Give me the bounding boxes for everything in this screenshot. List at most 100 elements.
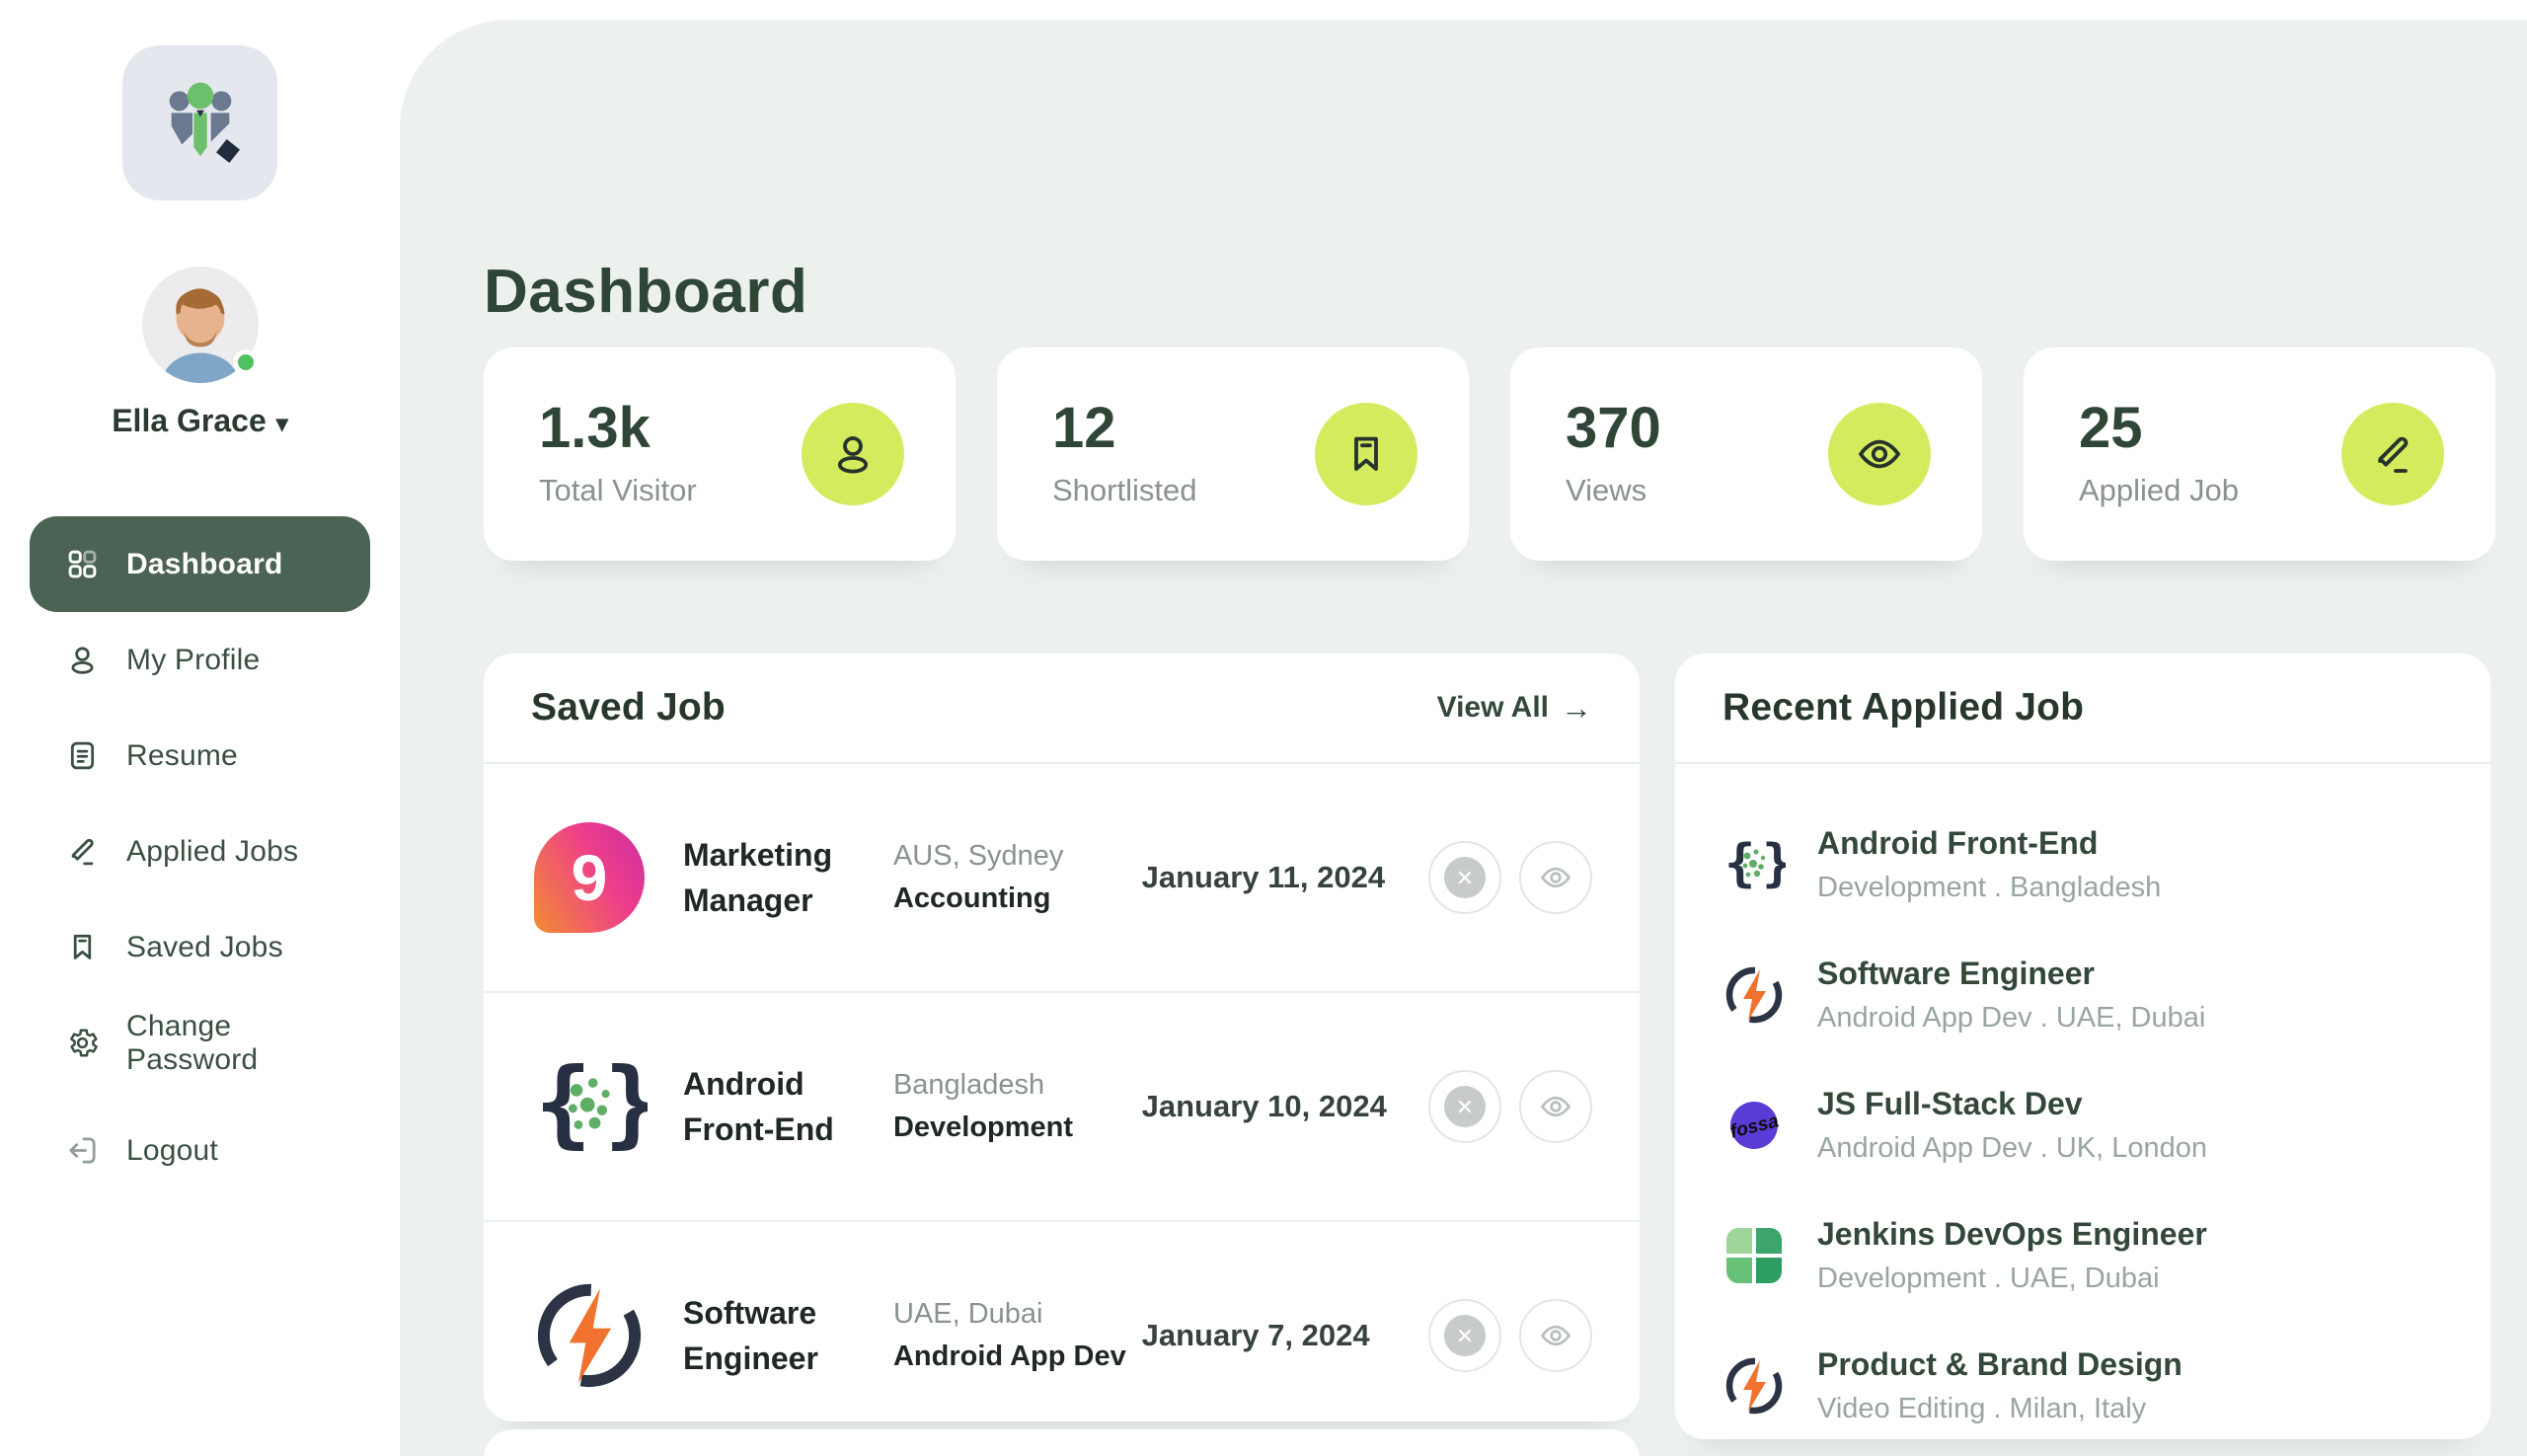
user-menu[interactable]: Ella Grace ▾ (0, 403, 400, 439)
close-icon (1444, 857, 1487, 898)
stat-icon-badge (2341, 403, 2444, 505)
job-location-category: Bangladesh Development (893, 1064, 1142, 1150)
view-job-button[interactable] (1519, 1299, 1593, 1372)
stat-card-shortlisted: 12 Shortlisted (997, 347, 1469, 561)
job-meta: Development . UAE, Dubai (1817, 1263, 2160, 1294)
job-title: Product & Brand Design (1817, 1346, 2182, 1382)
recent-applied-item[interactable]: Android Front-End Development . Banglade… (1723, 800, 2443, 930)
saved-job-row[interactable]: Android Front-End Bangladesh Development… (484, 993, 1640, 1222)
stat-label: Applied Job (2079, 473, 2240, 507)
stat-label: Total Visitor (539, 473, 697, 507)
company-logo: 9 (531, 819, 648, 936)
remove-saved-job-button[interactable] (1428, 841, 1502, 914)
stat-value: 1.3k (539, 396, 651, 460)
close-icon (1444, 1315, 1487, 1356)
eye-icon (1541, 1096, 1570, 1117)
job-location: UAE, Dubai (892, 1297, 1043, 1330)
job-location-category: UAE, Dubai Android App Dev (893, 1293, 1142, 1379)
sidebar-item-label: Logout (126, 1133, 218, 1167)
sidebar-item-label: Saved Jobs (126, 930, 283, 963)
main-panel: Dashboard 1.3k Total Visitor 12 Shortlis… (400, 20, 2527, 1456)
user-icon (837, 436, 869, 474)
view-all-label: View All (1436, 691, 1549, 724)
saved-job-row[interactable]: 9 Marketing Manager AUS, Sydney Accounti… (484, 764, 1640, 993)
job-location: Bangladesh (892, 1068, 1045, 1101)
stat-label: Views (1566, 473, 1647, 507)
company-logo (531, 1048, 648, 1165)
row-actions (1428, 841, 1593, 914)
recent-applied-header: Recent Applied Job (1675, 653, 2490, 764)
job-title: Marketing Manager (683, 836, 833, 918)
stats-row: 1.3k Total Visitor 12 Shortlisted 370 Vi… (484, 347, 2495, 561)
job-date: January 10, 2024 (1141, 1089, 1387, 1123)
stat-value: 370 (1566, 396, 1661, 460)
sidebar-item-dashboard[interactable]: Dashboard (30, 516, 370, 612)
job-date: January 11, 2024 (1141, 860, 1386, 894)
job-title: Android Front-End (1817, 825, 2099, 861)
job-title: Software Engineer (1817, 956, 2095, 991)
job-location-category: AUS, Sydney Accounting (893, 835, 1142, 921)
stat-value: 12 (1052, 396, 1116, 460)
user-avatar[interactable] (142, 267, 259, 383)
recent-applied-card: Recent Applied Job Android Front-End Dev… (1675, 653, 2490, 1439)
eye-icon (1541, 867, 1570, 888)
job-meta: Development . Bangladesh (1817, 872, 2162, 903)
code-braces-logo (534, 1048, 648, 1159)
job-date: January 7, 2024 (1141, 1318, 1370, 1352)
sidebar-item-label: Dashboard (126, 547, 283, 580)
bolt-circle-logo (531, 1277, 648, 1394)
saved-job-next-card-sliver (484, 1429, 1640, 1456)
sidebar-item-saved-jobs[interactable]: Saved Jobs (30, 899, 370, 995)
arrow-right-icon: → (1561, 689, 1592, 726)
people-tie-logo-icon (169, 82, 240, 163)
recent-applied-item[interactable]: Software Engineer Android App Dev . UAE,… (1723, 930, 2443, 1060)
sidebar-item-label: Resume (126, 738, 238, 772)
saved-job-header: Saved Job View All → (484, 653, 1640, 764)
sidebar-item-logout[interactable]: Logout (30, 1103, 370, 1198)
job-category: Android App Dev (892, 1341, 1126, 1372)
sidebar-nav: Dashboard My Profile Resume Applied Jobs… (30, 516, 370, 1198)
view-job-button[interactable] (1519, 841, 1593, 914)
chevron-down-icon: ▾ (275, 411, 288, 437)
recent-applied-item[interactable]: JS Full-Stack Dev Android App Dev . UK, … (1723, 1060, 2443, 1190)
fossa-logo (1723, 1094, 1786, 1157)
sidebar-item-resume[interactable]: Resume (30, 708, 370, 804)
stat-icon-badge (802, 403, 904, 505)
saved-job-card: Saved Job View All → 9 Marketing Manager… (484, 653, 1640, 1421)
stat-value: 25 (2079, 396, 2143, 460)
bolt-circle-logo (1723, 963, 1786, 1027)
recent-applied-item[interactable]: Jenkins DevOps Engineer Development . UA… (1723, 1190, 2443, 1321)
job-category: Development (892, 1111, 1074, 1143)
sidebar-item-label: My Profile (126, 643, 261, 676)
grid-icon (68, 550, 97, 578)
nine-gradient-logo: 9 (534, 822, 645, 933)
stat-icon-badge (1828, 403, 1931, 505)
bookmark-icon (73, 934, 92, 959)
stat-icon-badge (1315, 403, 1417, 505)
recent-applied-item[interactable]: Product & Brand Design Video Editing . M… (1723, 1321, 2443, 1451)
company-logo (531, 1277, 648, 1394)
job-title: Jenkins DevOps Engineer (1817, 1216, 2207, 1252)
saved-job-row[interactable]: Software Engineer UAE, Dubai Android App… (484, 1222, 1640, 1449)
bookmark-icon (1354, 436, 1378, 471)
brand-logo (122, 45, 277, 200)
sidebar-item-applied-jobs[interactable]: Applied Jobs (30, 804, 370, 899)
document-icon (70, 741, 95, 770)
section-title: Recent Applied Job (1723, 686, 2085, 728)
row-actions (1428, 1070, 1593, 1143)
stat-card-total-visitor: 1.3k Total Visitor (484, 347, 956, 561)
row-actions (1428, 1299, 1593, 1372)
view-job-button[interactable] (1519, 1070, 1593, 1143)
stat-card-applied-job: 25 Applied Job (2024, 347, 2495, 561)
section-title: Saved Job (531, 686, 726, 728)
sidebar-item-change-password[interactable]: Change Password (30, 995, 370, 1091)
pencil-icon (2378, 436, 2409, 473)
view-all-link[interactable]: View All → (1437, 690, 1592, 727)
close-icon (1444, 1086, 1487, 1127)
page-title: Dashboard (484, 257, 808, 326)
remove-saved-job-button[interactable] (1428, 1070, 1502, 1143)
sidebar-item-my-profile[interactable]: My Profile (30, 612, 370, 708)
logout-icon (69, 1137, 96, 1164)
remove-saved-job-button[interactable] (1428, 1299, 1502, 1372)
job-meta: Video Editing . Milan, Italy (1817, 1393, 2147, 1424)
